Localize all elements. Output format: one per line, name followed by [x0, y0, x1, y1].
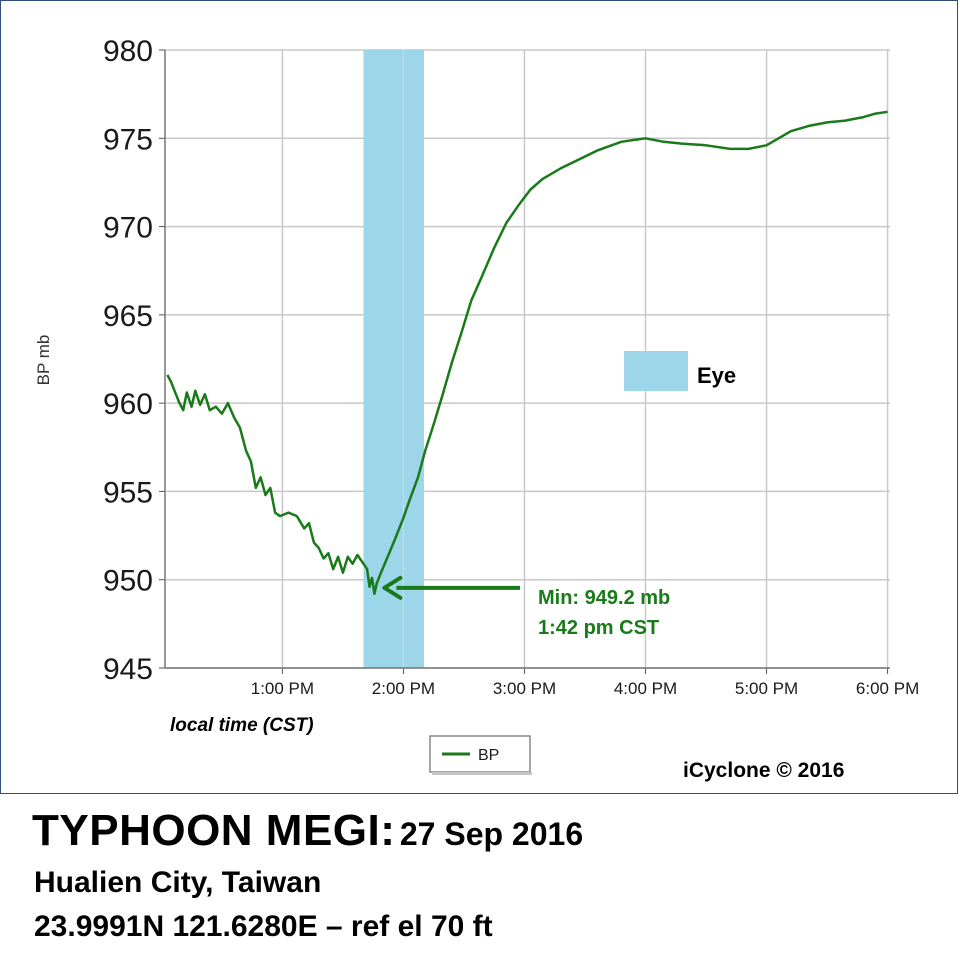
y-tick-label: 945 — [103, 653, 153, 686]
y-tick-label: 950 — [103, 565, 153, 598]
pressure-chart: 945 950 955 960 965 970 975 980 1:00 PM 2:00 PM 3:… — [34, 35, 919, 782]
x-axis-label: local time (CST) — [170, 715, 314, 736]
title-line: TYPHOON MEGI: 27 Sep 2016 — [32, 806, 960, 856]
series-legend-shadow — [432, 772, 532, 775]
y-tick-label: 955 — [103, 476, 153, 509]
series-line-bp — [166, 110, 888, 596]
x-tick-label: 6:00 PM — [856, 679, 919, 698]
series-legend-label: BP — [478, 747, 499, 764]
x-tick-label: 4:00 PM — [614, 679, 677, 698]
chart-date: 27 Sep 2016 — [399, 816, 584, 852]
y-tick-label: 970 — [103, 212, 153, 245]
y-tick-label: 960 — [103, 388, 153, 421]
y-tick-label: 965 — [103, 300, 153, 333]
x-tick-label: 5:00 PM — [735, 679, 798, 698]
eye-legend-swatch — [624, 351, 688, 391]
location-label: Hualien City, Taiwan — [34, 866, 322, 899]
y-tick-label: 980 — [103, 35, 153, 68]
coordinates-label: 23.9991N 121.6280E – ref el 70 ft — [34, 910, 493, 943]
min-arrow-head — [382, 575, 403, 600]
chart-title: TYPHOON MEGI: — [32, 806, 396, 855]
y-axis-label: BP mb — [34, 335, 53, 386]
credit-label: iCyclone © 2016 — [683, 759, 844, 782]
x-tick-label: 2:00 PM — [372, 679, 435, 698]
plot-area — [165, 50, 890, 668]
eye-band — [363, 50, 425, 668]
y-tick-label: 975 — [103, 123, 153, 156]
min-annotation-time: 1:42 pm CST — [538, 617, 659, 639]
x-tick-label: 1:00 PM — [251, 679, 314, 698]
eye-legend-label: Eye — [697, 363, 736, 388]
min-annotation-value: Min: 949.2 mb — [538, 587, 670, 609]
x-tick-label: 3:00 PM — [493, 679, 556, 698]
